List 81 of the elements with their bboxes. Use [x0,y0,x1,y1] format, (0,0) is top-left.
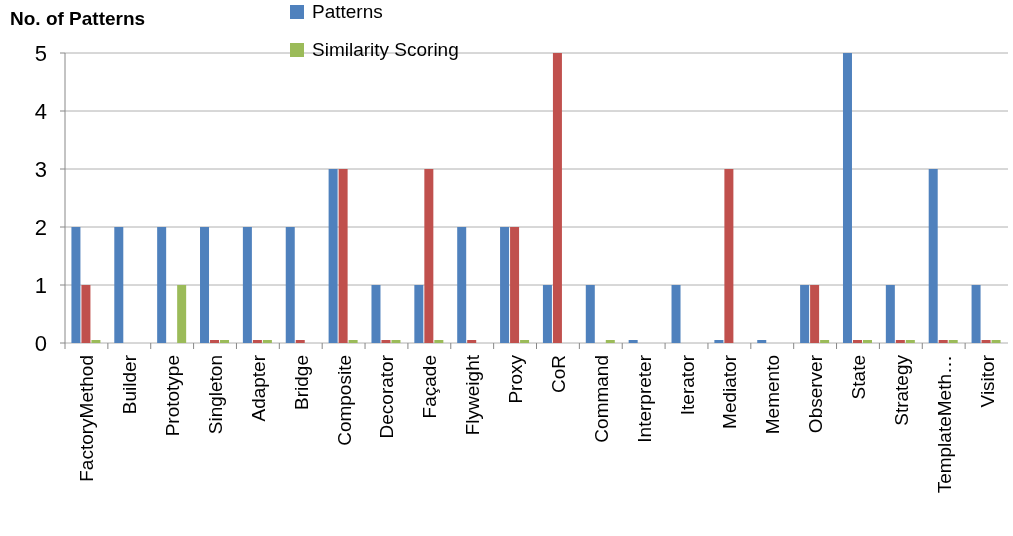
x-tick-label: Visitor [976,354,998,408]
bar [585,285,595,343]
bar [981,340,991,343]
bar [71,227,81,343]
bar [200,227,210,343]
x-tick-label: Façade [419,355,441,419]
y-tick-label: 2 [34,215,47,240]
bar [928,169,938,343]
bar [714,340,724,343]
bar [434,340,444,343]
bar [542,285,552,343]
bar [114,227,124,343]
x-tick-label: Command [590,355,612,443]
bar [938,340,948,343]
bar [885,285,895,343]
x-tick-label: Composite [333,355,355,446]
x-tick-label: State [847,355,869,400]
bar [948,340,958,343]
y-axis-title: No. of Patterns [10,8,146,29]
bar [295,340,305,343]
bar [424,169,434,343]
x-tick-label: Strategy [890,354,912,426]
bar [391,340,401,343]
bar [91,340,101,343]
bar [800,285,810,343]
bar [991,340,1001,343]
bar [81,285,91,343]
bar [157,227,167,343]
bar [724,169,734,343]
y-tick-label: 0 [34,331,47,356]
bar [671,285,681,343]
bar [510,227,520,343]
x-tick-label: Bridge [290,355,312,410]
bar [262,340,272,343]
bar [852,340,862,343]
x-tick-label: Prototype [162,355,184,437]
bar [520,340,530,343]
bar [862,340,872,343]
bar [820,340,830,343]
x-tick-label: Adapter [247,354,269,422]
bar [414,285,424,343]
x-tick-label: Interpreter [633,354,655,443]
x-tick-label: Builder [119,354,141,415]
bar [467,340,477,343]
legend-label: Similarity Scoring [312,39,459,60]
bar [381,340,391,343]
bar [285,227,295,343]
bar [252,340,262,343]
bar [628,340,638,343]
x-tick-label: Iterator [676,354,698,416]
bar [242,227,252,343]
x-tick-label: Memento [762,355,784,435]
bar [177,285,187,343]
x-tick-label: TemplateMeth… [933,355,955,494]
bar [328,169,338,343]
x-tick-label: Observer [805,354,827,434]
y-tick-label: 5 [34,41,47,66]
x-tick-label: Proxy [505,354,527,404]
bar [905,340,915,343]
y-tick-label: 4 [34,99,47,124]
bar [371,285,381,343]
bar [605,340,615,343]
bar [971,285,981,343]
x-tick-label: FactoryMethod [76,355,98,482]
y-tick-label: 1 [34,273,47,298]
y-tick-label: 3 [34,157,47,182]
bar [348,340,358,343]
x-tick-label: Singleton [205,355,227,435]
bar [210,340,220,343]
x-tick-label: Flyweight [462,354,484,436]
bar [895,340,905,343]
x-tick-label: CoR [547,355,569,394]
legend-label: Patterns [312,1,383,22]
bar [757,340,767,343]
bar [500,227,510,343]
bar [457,227,467,343]
bar [810,285,820,343]
x-tick-label: Decorator [376,354,398,439]
x-tick-label: Mediator [719,354,741,429]
bar [338,169,348,343]
bar [220,340,230,343]
